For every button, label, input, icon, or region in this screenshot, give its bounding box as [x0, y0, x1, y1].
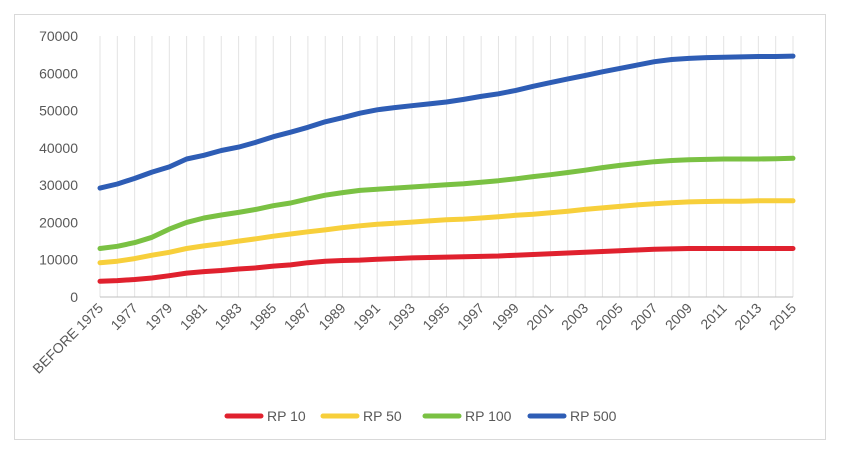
x-tick-label: 2011: [697, 300, 730, 333]
x-tick-label: 1987: [281, 300, 314, 333]
x-tick-label: 2005: [593, 300, 626, 333]
series-line-rp-100: [97, 155, 796, 251]
series-line-rp-10: [97, 246, 796, 284]
legend-label-rp-100: RP 100: [465, 408, 512, 424]
legend-label-rp-10: RP 10: [267, 408, 306, 424]
y-tick-label: 0: [70, 289, 78, 305]
x-tick-label: 2007: [627, 300, 660, 333]
x-tick-label: BEFORE 1975: [29, 300, 106, 377]
x-tick-label: 1995: [419, 300, 452, 333]
x-tick-label: 1991: [350, 300, 383, 333]
series-line-rp-500: [97, 53, 796, 191]
x-tick-label: 1993: [385, 300, 418, 333]
x-tick-label: 1997: [454, 300, 487, 333]
x-tick-label: 2003: [558, 300, 591, 333]
y-tick-label: 70000: [39, 28, 78, 44]
legend: RP 10 RP 50 RP 100 RP 500: [224, 408, 617, 424]
x-tick-label: 2001: [523, 300, 556, 333]
x-tick-label: 1985: [246, 300, 279, 333]
series-line-rp-50: [97, 198, 796, 266]
legend-label-rp-50: RP 50: [363, 408, 402, 424]
legend-label-rp-500: RP 500: [570, 408, 617, 424]
x-tick-label: 2009: [662, 300, 695, 333]
x-tick-label: 2015: [766, 300, 799, 333]
x-tick-label: 1977: [107, 300, 140, 333]
y-tick-label: 30000: [39, 177, 78, 193]
y-tick-label: 10000: [39, 252, 78, 268]
x-axis-ticks: BEFORE 1975 1977 1979 1981 1983 1985 1987 1989 1…: [29, 300, 799, 377]
y-tick-label: 20000: [39, 214, 78, 230]
x-tick-label: 1979: [142, 300, 175, 333]
y-axis-ticks: 0 10000 20000 30000 40000 50000 60000 70000: [39, 28, 78, 305]
y-tick-label: 50000: [39, 103, 78, 119]
x-tick-label: 2013: [731, 300, 764, 333]
x-tick-label: 1999: [489, 300, 522, 333]
chart-frame: [14, 14, 826, 440]
x-tick-label: 1983: [211, 300, 244, 333]
y-tick-label: 40000: [39, 140, 78, 156]
x-tick-label: 1981: [177, 300, 210, 333]
series-lines: [97, 53, 796, 284]
x-tick-label: 1989: [315, 300, 348, 333]
gridlines: [99, 36, 794, 297]
y-tick-label: 60000: [39, 65, 78, 81]
